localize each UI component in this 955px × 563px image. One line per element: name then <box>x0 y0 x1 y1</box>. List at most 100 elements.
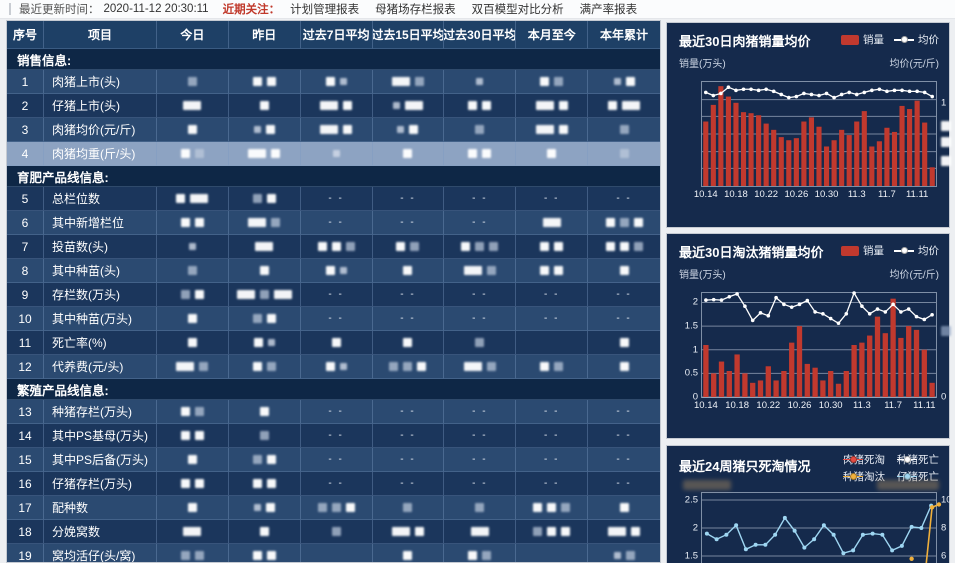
redacted-value <box>265 125 275 134</box>
empty-value: - - <box>328 478 344 489</box>
legend-item[interactable]: 种猪死亡 <box>897 452 939 467</box>
empty-value: - - <box>472 406 488 417</box>
redacted-value <box>332 150 340 157</box>
empty-value: - - <box>543 430 560 441</box>
legend-item[interactable]: 种猪淘汰 <box>843 469 885 484</box>
chart-panel-pig-sales: 最近30日肉猪销量均价 销量 均价 销量(万头) 均价(元/斤) 1 10.14 10… <box>666 22 951 228</box>
data-cell <box>228 70 301 94</box>
data-cell <box>157 94 229 118</box>
row-number: 5 <box>7 187 44 211</box>
y-axis-tick: 1 <box>692 344 698 356</box>
table-row[interactable]: 3 肉猪均价(元/斤) <box>7 118 660 142</box>
redacted-value <box>187 455 197 464</box>
redacted-value <box>199 362 209 371</box>
updated-label: 最近更新时间： <box>19 4 100 16</box>
table-row[interactable]: 2 仔猪上市(头) <box>7 94 660 118</box>
redacted-value <box>619 362 629 371</box>
y-axis-label-right: 均价(元/斤) <box>889 59 939 70</box>
report-link[interactable]: 计划管理报表 <box>290 4 360 16</box>
redacted-value <box>535 101 554 110</box>
table-row[interactable]: 10 其中种苗(万头) - - - - - - - - - - <box>7 307 660 331</box>
table-row[interactable]: 13 种猪存栏(万头) - - - - - - - - - - <box>7 400 660 424</box>
table-row[interactable]: 5 总栏位数 - - - - - - - - - - <box>7 187 660 211</box>
row-number: 15 <box>7 448 44 472</box>
table-row[interactable]: 14 其中PS基母(万头) - - - - - - - - - - <box>7 424 660 448</box>
data-cell <box>228 355 301 379</box>
empty-value: - - <box>543 478 560 489</box>
report-link[interactable]: 双百模型对比分析 <box>471 4 564 16</box>
data-cell: - - <box>516 400 589 424</box>
table-row[interactable]: 15 其中PS后备(万头) - - - - - - - - - - <box>7 448 660 472</box>
table-row[interactable]: 7 投苗数(头) <box>7 235 660 259</box>
redacted-axis-label-right <box>877 480 939 490</box>
table-row[interactable]: 12 代养费(元/头) <box>7 355 660 379</box>
line-dot-swatch-icon <box>894 35 914 45</box>
table-header-row: 序号 项目 今日 昨日 过去7日平均 过去15日平均 过去30日平均 本月至今 本年累计 <box>7 21 660 49</box>
row-number: 9 <box>7 283 44 307</box>
table-row[interactable]: 9 存栏数(万头) - - - - - - - - - - <box>7 283 660 307</box>
redacted-value <box>461 242 471 251</box>
y-axis-label-right: 均价(元/斤) <box>889 270 939 281</box>
redacted-value <box>183 101 202 110</box>
table-row[interactable]: 17 配种数 <box>7 496 660 520</box>
legend-item[interactable]: 仔猪死亡 <box>897 469 939 484</box>
redacted-value <box>489 242 499 251</box>
redacted-value <box>608 527 627 536</box>
redacted-tick <box>941 326 951 337</box>
row-label: 存栏数(万头) <box>44 283 157 307</box>
data-cell <box>228 331 301 355</box>
data-cell <box>372 70 445 94</box>
data-cell <box>228 187 301 211</box>
redacted-value <box>343 125 353 134</box>
redacted-value <box>540 362 550 371</box>
redacted-value <box>410 242 420 251</box>
redacted-value <box>180 479 190 488</box>
data-cell <box>300 496 373 520</box>
divider <box>9 3 11 15</box>
redacted-value <box>252 479 262 488</box>
redacted-value <box>266 479 276 488</box>
empty-value: - - <box>616 478 632 489</box>
data-cell <box>372 235 445 259</box>
redacted-value <box>619 266 629 275</box>
data-cell <box>444 94 517 118</box>
table-row[interactable]: 11 死亡率(%) <box>7 331 660 355</box>
redacted-value <box>194 551 204 560</box>
redacted-value <box>266 194 276 203</box>
row-number: 2 <box>7 94 44 118</box>
data-cell <box>157 235 229 259</box>
legend-item[interactable]: 销量 <box>841 32 884 47</box>
table-row[interactable]: 4 肉猪均重(斤/头) <box>7 142 660 166</box>
legend-item[interactable]: 销量 <box>841 243 884 258</box>
redacted-value <box>194 218 204 227</box>
redacted-value <box>259 101 269 110</box>
report-link[interactable]: 满产率报表 <box>579 4 638 16</box>
column-header: 本月至今 <box>516 21 589 49</box>
data-cell <box>300 94 373 118</box>
legend-item[interactable]: 均价 <box>894 243 939 258</box>
data-cell <box>300 520 373 544</box>
table-row[interactable]: 1 肉猪上市(头) <box>7 70 660 94</box>
data-cell: - - <box>516 424 589 448</box>
row-label: 总栏位数 <box>44 187 157 211</box>
redacted-value <box>194 479 204 488</box>
redacted-value <box>252 314 262 323</box>
table-row[interactable]: 8 其中种苗(头) <box>7 259 660 283</box>
redacted-value <box>409 125 419 134</box>
redacted-value <box>561 503 571 512</box>
table-row[interactable]: 19 窝均活仔(头/窝) <box>7 544 660 562</box>
redacted-value <box>486 362 496 371</box>
legend-item[interactable]: 均价 <box>894 32 939 47</box>
data-cell <box>516 259 589 283</box>
report-link[interactable]: 母猪场存栏报表 <box>375 4 456 16</box>
row-label: 其中种苗(头) <box>44 259 157 283</box>
table-row[interactable]: 16 仔猪存栏(万头) - - - - - - - - - - <box>7 472 660 496</box>
redacted-value <box>255 242 274 251</box>
redacted-value <box>266 314 276 323</box>
chart-plot: 1 10.14 10.18 10.22 10.26 10.30 11.3 11.7 11.11 <box>694 81 951 200</box>
legend-item[interactable]: 肉猪死淘 <box>843 452 885 467</box>
redacted-value <box>558 101 568 110</box>
table-row[interactable]: 18 分娩窝数 <box>7 520 660 544</box>
data-cell: - - <box>300 400 373 424</box>
table-row[interactable]: 6 其中新增栏位 - - - - - - <box>7 211 660 235</box>
